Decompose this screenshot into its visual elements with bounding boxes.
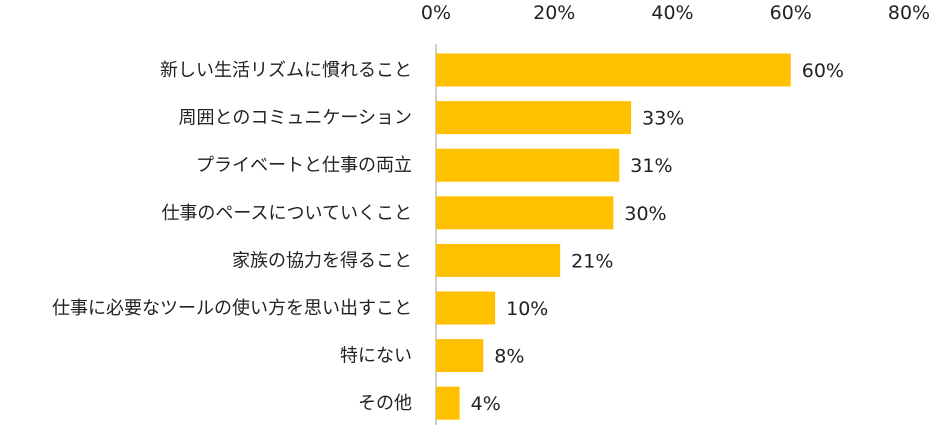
x-tick-label: 40% — [651, 2, 693, 24]
value-label: 31% — [630, 155, 672, 177]
bar — [436, 53, 791, 87]
x-tick-label: 60% — [770, 2, 812, 24]
category-label: 新しい生活リズムに慣れること — [160, 60, 412, 81]
bar — [436, 386, 460, 420]
x-tick-label: 0% — [421, 2, 451, 24]
bar — [436, 101, 632, 135]
value-label: 60% — [802, 60, 844, 82]
category-label: 家族の協力を得ること — [232, 250, 412, 271]
value-label: 33% — [642, 108, 684, 130]
value-label: 21% — [571, 250, 613, 272]
bar — [436, 196, 614, 230]
x-tick-label: 80% — [888, 2, 930, 24]
bar — [436, 291, 496, 325]
value-label: 4% — [471, 393, 501, 415]
category-label: プライベートと仕事の両立 — [196, 155, 412, 176]
category-label: 仕事に必要なツールの使い方を思い出すこと — [52, 298, 412, 319]
bar — [436, 339, 484, 373]
bar — [436, 243, 561, 277]
category-label: その他 — [358, 393, 412, 414]
category-label: 周囲とのコミュニケーション — [179, 108, 412, 129]
value-label: 10% — [506, 298, 548, 320]
category-label: 仕事のペースについていくこと — [161, 203, 412, 224]
value-label: 8% — [494, 346, 524, 368]
bar — [436, 148, 620, 182]
category-label: 特にない — [340, 346, 412, 367]
value-label: 30% — [624, 203, 666, 225]
x-tick-label: 20% — [533, 2, 575, 24]
